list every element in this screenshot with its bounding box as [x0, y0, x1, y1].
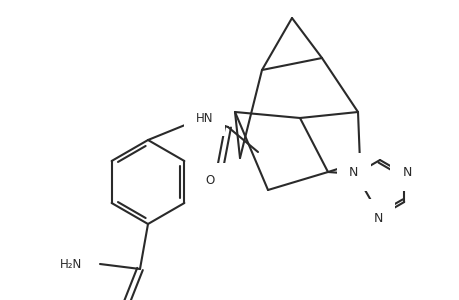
- Text: H₂N: H₂N: [60, 257, 82, 271]
- Text: N: N: [348, 166, 358, 178]
- Text: N: N: [402, 166, 411, 178]
- Text: HN: HN: [196, 112, 213, 124]
- Text: N: N: [373, 212, 382, 224]
- Text: O: O: [205, 175, 214, 188]
